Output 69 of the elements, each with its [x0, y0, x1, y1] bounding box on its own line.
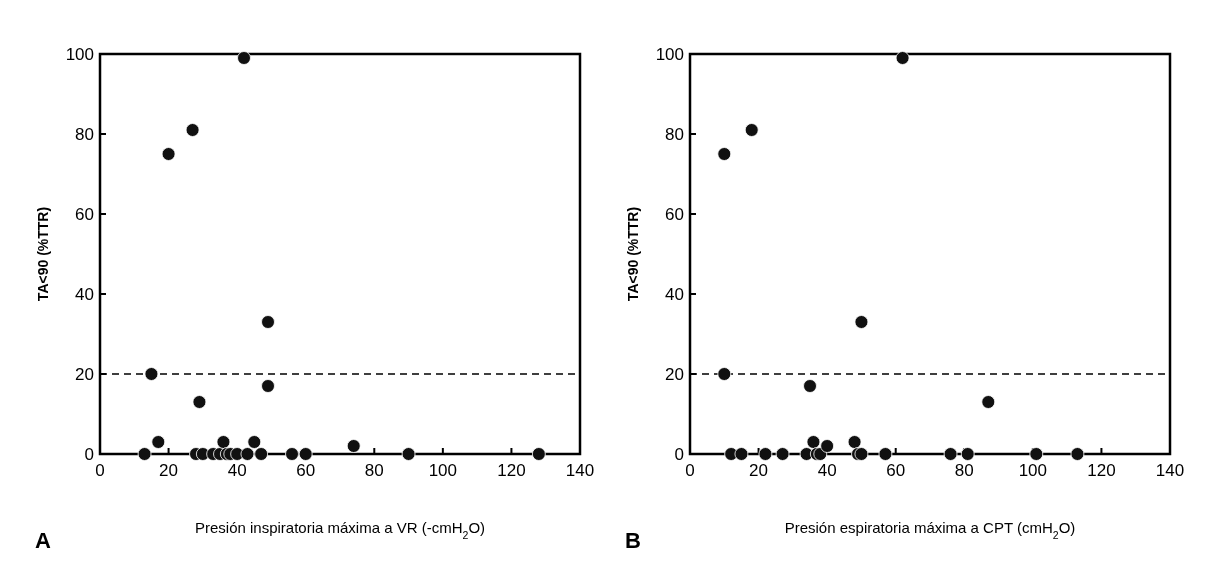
point [216, 435, 231, 449]
text: A [35, 528, 51, 553]
point [847, 435, 862, 449]
y-tick-label: 20 [665, 365, 684, 384]
x-tick-label: 120 [497, 461, 526, 480]
point [401, 447, 416, 461]
y-tick-label: 60 [75, 205, 94, 224]
x-tick-label: 60 [296, 461, 316, 480]
point [240, 447, 255, 461]
point [820, 439, 835, 453]
point [878, 447, 893, 461]
point [237, 51, 251, 65]
point [261, 315, 275, 329]
point [185, 123, 200, 137]
point [531, 447, 546, 461]
x-tick-label: 40 [227, 461, 247, 480]
point [960, 447, 975, 461]
point [285, 447, 299, 461]
x-tick-label: 100 [428, 461, 458, 480]
y-tick-label: 40 [75, 285, 94, 304]
point [758, 447, 773, 461]
x-tick-label: 80 [364, 461, 384, 480]
point [943, 447, 958, 461]
y-tick-label: 60 [665, 205, 684, 224]
y-tick-label: 20 [75, 365, 94, 384]
x-tick-label: 60 [886, 461, 906, 480]
point [161, 147, 176, 161]
point [346, 439, 361, 453]
point [734, 447, 749, 461]
point [151, 435, 166, 449]
point [744, 123, 759, 137]
y-tick-label: 0 [84, 445, 94, 464]
point [1070, 447, 1085, 461]
x-tick-label: 140 [565, 461, 595, 480]
point [717, 147, 732, 161]
point [854, 315, 869, 329]
y-tick-label: 80 [665, 125, 684, 144]
point [144, 367, 159, 381]
x-axis-title: Presión inspiratoria máxima a VR (-cmH$_{2}$O) [194, 519, 486, 541]
point [247, 435, 262, 449]
y-axis-title: TA<90 (%TTR) [625, 206, 641, 302]
point [895, 51, 910, 65]
point [137, 447, 152, 461]
y-tick-label: 100 [65, 45, 94, 64]
y-tick-label: 100 [655, 45, 684, 64]
x-axis-title: Presión espiratoria máxima a CPT (cmH$_{2}$O) [784, 519, 1076, 541]
point [981, 395, 996, 409]
point [192, 395, 207, 409]
x-tick-label: 20 [749, 461, 769, 480]
point [254, 447, 269, 461]
y-tick-label: 40 [665, 285, 684, 304]
x-tick-label: 140 [1155, 461, 1185, 480]
y-tick-label: 0 [674, 445, 684, 464]
point [775, 447, 790, 461]
x-tick-label: 80 [954, 461, 974, 480]
point [854, 447, 869, 461]
y-axis-title: TA<90 (%TTR) [35, 206, 51, 302]
x-tick-label: 100 [1018, 461, 1048, 480]
y-tick-label: 80 [75, 125, 94, 144]
point [806, 435, 821, 449]
point [1029, 447, 1044, 461]
x-tick-label: 20 [159, 461, 179, 480]
text: B [625, 528, 641, 553]
point [803, 379, 817, 393]
x-tick-label: 120 [1087, 461, 1116, 480]
point [261, 379, 275, 393]
point [717, 367, 732, 381]
x-tick-label: 40 [817, 461, 837, 480]
point [298, 447, 313, 461]
